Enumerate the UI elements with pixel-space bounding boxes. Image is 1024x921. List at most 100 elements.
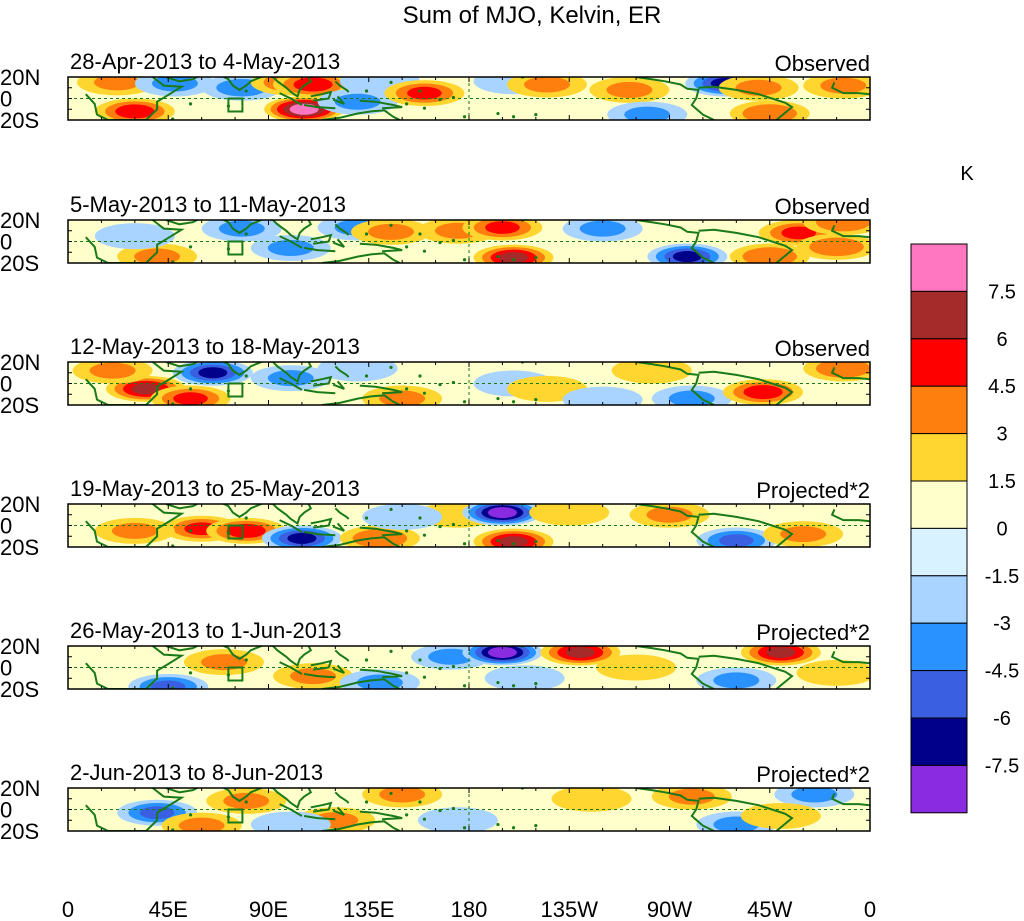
coastline — [303, 673, 336, 679]
island — [534, 682, 538, 686]
x-tick-label: 45E — [149, 897, 188, 921]
anomaly-contour — [529, 504, 610, 526]
y-tick-label: 0 — [0, 372, 12, 397]
anomaly-contour — [198, 367, 228, 379]
anomaly-contour — [596, 654, 677, 681]
coastline — [334, 365, 350, 378]
island — [405, 245, 409, 249]
colorbar: 7.5 6 4.5 3 1.5 0 -1.5 -3 -4.5 -6 -7.5 — [910, 243, 1019, 814]
colorbar-swatch — [910, 243, 968, 292]
island — [244, 800, 248, 804]
colorbar-swatch — [910, 575, 968, 624]
coastline — [310, 659, 333, 671]
island — [462, 115, 467, 119]
island — [422, 391, 427, 395]
island — [405, 529, 409, 533]
coastline — [698, 228, 794, 263]
x-tick-label: 0 — [864, 897, 876, 921]
coastline — [359, 526, 403, 537]
anomaly-contour — [94, 223, 175, 250]
island — [364, 800, 369, 804]
coastline — [310, 90, 333, 102]
colorbar-swatch — [910, 338, 968, 387]
coastlines — [85, 788, 870, 831]
coastline — [698, 512, 794, 547]
island — [364, 89, 369, 93]
coastline — [635, 77, 715, 120]
coastline — [359, 384, 403, 395]
coastline — [334, 507, 350, 520]
island — [496, 822, 500, 827]
island — [422, 817, 427, 821]
colorbar-swatch — [910, 764, 968, 814]
anomaly-contour — [218, 220, 265, 237]
anomaly-contour — [719, 534, 754, 547]
coastline — [321, 394, 401, 405]
anomaly-field — [68, 362, 870, 405]
anomaly-contour — [293, 77, 333, 92]
x-tick-label: 0 — [62, 897, 74, 921]
coastlines — [85, 504, 870, 547]
anomaly-contour — [781, 226, 817, 240]
colorbar-swatch — [910, 433, 968, 482]
panel-period-label: 2-Jun-2013 to 8-Jun-2013 — [70, 760, 323, 785]
y-tick-label: 20S — [0, 251, 39, 276]
x-axis: 0 45E 90E 135E 180 135W 90W 45W 0 — [62, 897, 876, 921]
y-tick-label: 20S — [0, 108, 39, 133]
panel-period-label: 26-May-2013 to 1-Jun-2013 — [70, 618, 342, 643]
anomaly-contour — [816, 220, 870, 232]
island — [188, 671, 193, 675]
index-box — [227, 808, 244, 824]
anomaly-contour — [226, 523, 266, 538]
coastline — [334, 791, 350, 804]
island — [511, 258, 516, 262]
anomaly-contour — [624, 106, 671, 120]
anomaly-contour — [111, 522, 158, 539]
island — [511, 684, 516, 688]
index-box — [227, 382, 244, 398]
coastline — [303, 246, 336, 253]
coastline — [272, 504, 313, 525]
anomaly-contour — [579, 220, 626, 237]
coastline — [334, 80, 350, 93]
island — [389, 791, 393, 795]
coastline — [165, 77, 198, 83]
coastline — [221, 77, 273, 92]
island — [389, 223, 393, 227]
coastline — [830, 225, 870, 239]
island — [188, 813, 193, 817]
colorbar-swatch — [910, 480, 968, 529]
island — [462, 258, 467, 262]
y-tick-label: 0 — [0, 656, 12, 681]
island — [534, 256, 538, 260]
coastline — [334, 223, 350, 236]
colorbar-units-label: K — [960, 163, 974, 185]
coastline — [272, 77, 313, 98]
anomaly-contour — [173, 392, 208, 405]
island — [462, 684, 467, 688]
island — [389, 649, 393, 653]
y-tick-label: 20N — [0, 208, 40, 233]
island — [496, 538, 500, 543]
anomaly-field — [68, 788, 870, 831]
coastline — [698, 654, 794, 689]
coastline — [221, 646, 273, 661]
y-tick-label: 20S — [0, 535, 39, 560]
colorbar-swatch — [910, 717, 968, 766]
y-tick-label: 20N — [0, 492, 40, 517]
anomaly-contour — [668, 788, 715, 805]
island — [405, 813, 409, 817]
anomaly-contour — [484, 665, 565, 689]
panel-kind-label: Projected*2 — [756, 762, 870, 787]
island — [496, 254, 500, 259]
island — [462, 542, 467, 546]
island — [405, 671, 409, 675]
colorbar-level-label: 3 — [996, 424, 1007, 446]
island — [534, 824, 538, 828]
island — [405, 102, 409, 106]
x-tick-label: 90W — [647, 897, 692, 921]
island — [418, 800, 422, 804]
coastline — [635, 646, 715, 689]
